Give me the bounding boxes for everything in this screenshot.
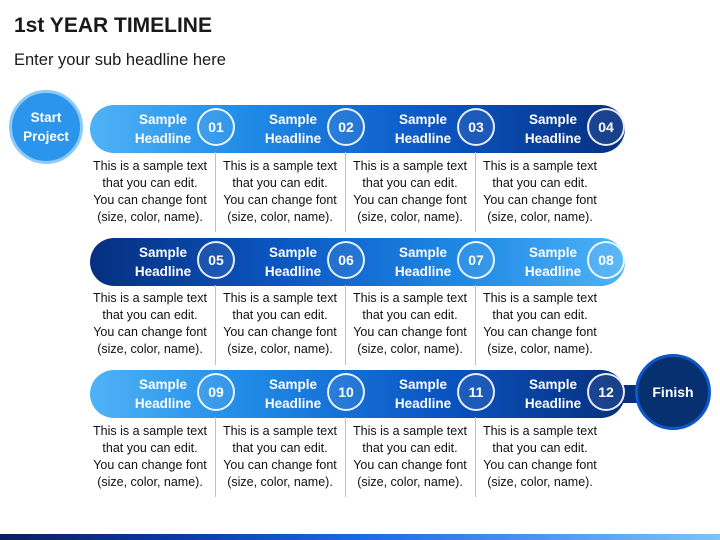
timeline-step-01: Sample Headline 01 (96, 105, 235, 153)
timeline-step-10: Sample Headline 10 (226, 370, 365, 418)
step-headline: Sample Headline (134, 112, 192, 146)
step-description-11: This is a sample text that you can edit.… (353, 424, 467, 489)
step-number-badge: 03 (457, 108, 495, 146)
step-description-08: This is a sample text that you can edit.… (483, 291, 597, 356)
timeline-step-08: Sample Headline 08 (486, 238, 625, 286)
timeline-step-09: Sample Headline 09 (96, 370, 235, 418)
step-number-badge: 08 (587, 241, 625, 279)
step-headline: Sample Headline (524, 112, 582, 146)
step-description-05: This is a sample text that you can edit.… (93, 291, 207, 356)
step-headline: Sample Headline (264, 377, 322, 411)
timeline-step-07: Sample Headline 07 (356, 238, 495, 286)
step-headline: Sample Headline (394, 112, 452, 146)
step-headline: Sample Headline (394, 377, 452, 411)
footer-gradient-bar (0, 534, 720, 540)
step-number-badge: 05 (197, 241, 235, 279)
step-headline: Sample Headline (524, 245, 582, 279)
step-headline: Sample Headline (524, 377, 582, 411)
timeline-step-02: Sample Headline 02 (226, 105, 365, 153)
step-description-04: This is a sample text that you can edit.… (483, 159, 597, 224)
finish-circle: Finish (635, 354, 711, 430)
column-divider (475, 152, 476, 232)
column-divider (475, 285, 476, 365)
step-headline: Sample Headline (394, 245, 452, 279)
column-divider (345, 152, 346, 232)
timeline-step-11: Sample Headline 11 (356, 370, 495, 418)
column-divider (215, 285, 216, 365)
step-description-06: This is a sample text that you can edit.… (223, 291, 337, 356)
step-number-badge: 07 (457, 241, 495, 279)
step-description-01: This is a sample text that you can edit.… (93, 159, 207, 224)
column-divider (475, 417, 476, 497)
page-title: 1st YEAR TIMELINE (14, 14, 212, 37)
step-number-badge: 10 (327, 373, 365, 411)
step-description-10: This is a sample text that you can edit.… (223, 424, 337, 489)
step-number-badge: 11 (457, 373, 495, 411)
step-description-02: This is a sample text that you can edit.… (223, 159, 337, 224)
page-subtitle: Enter your sub headline here (14, 51, 226, 69)
step-headline: Sample Headline (134, 245, 192, 279)
step-number-badge: 09 (197, 373, 235, 411)
column-divider (215, 152, 216, 232)
step-description-12: This is a sample text that you can edit.… (483, 424, 597, 489)
step-number-badge: 01 (197, 108, 235, 146)
step-description-09: This is a sample text that you can edit.… (93, 424, 207, 489)
timeline-step-06: Sample Headline 06 (226, 238, 365, 286)
step-headline: Sample Headline (264, 112, 322, 146)
timeline-step-04: Sample Headline 04 (486, 105, 625, 153)
timeline-step-05: Sample Headline 05 (96, 238, 235, 286)
step-number-badge: 02 (327, 108, 365, 146)
step-number-badge: 12 (587, 373, 625, 411)
timeline-step-03: Sample Headline 03 (356, 105, 495, 153)
step-headline: Sample Headline (264, 245, 322, 279)
column-divider (215, 417, 216, 497)
step-description-07: This is a sample text that you can edit.… (353, 291, 467, 356)
step-headline: Sample Headline (134, 377, 192, 411)
start-project-circle: Start Project (9, 90, 83, 164)
step-number-badge: 06 (327, 241, 365, 279)
timeline-step-12: Sample Headline 12 (486, 370, 625, 418)
column-divider (345, 417, 346, 497)
column-divider (345, 285, 346, 365)
step-number-badge: 04 (587, 108, 625, 146)
step-description-03: This is a sample text that you can edit.… (353, 159, 467, 224)
